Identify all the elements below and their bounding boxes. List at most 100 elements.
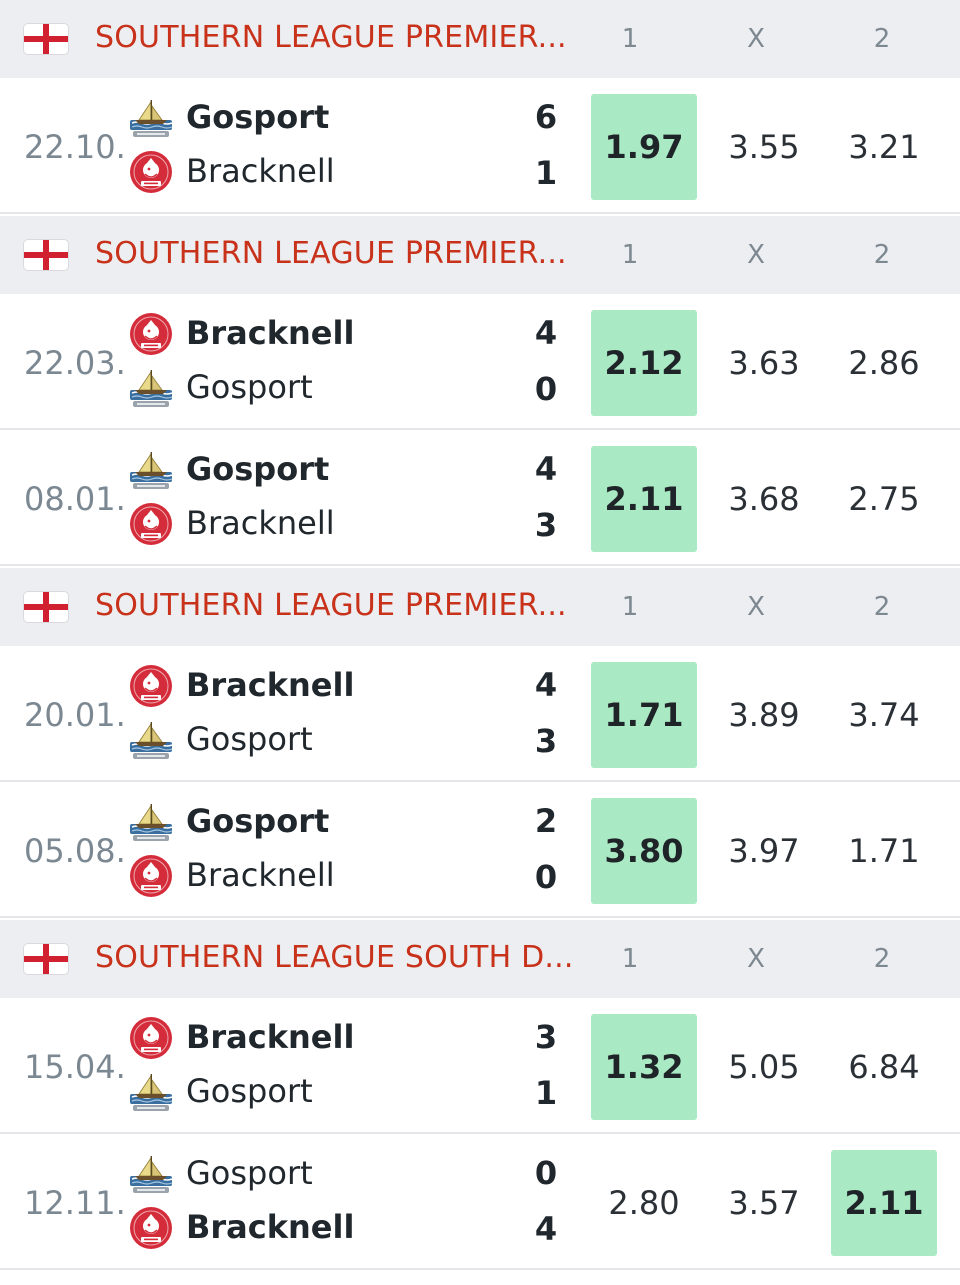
home-team-name: Bracknell xyxy=(186,1018,355,1056)
column-label-home: 1 xyxy=(621,944,639,974)
match-date: 08.01. xyxy=(24,480,126,518)
league-header[interactable]: SOUTHERN LEAGUE PREMIER... 1 X 2 xyxy=(0,0,960,78)
odd-home[interactable]: 2.12 xyxy=(591,310,697,416)
column-label-draw: X xyxy=(747,944,765,974)
odd-draw[interactable]: 5.05 xyxy=(728,1048,800,1086)
odd-home[interactable]: 2.80 xyxy=(608,1184,680,1222)
bracknell-logo-icon xyxy=(129,150,173,194)
away-score: 0 xyxy=(534,370,558,408)
odd-away[interactable]: 6.84 xyxy=(848,1048,920,1086)
home-score: 2 xyxy=(534,802,558,840)
match-date: 12.11. xyxy=(24,1184,126,1222)
away-team-name: Gosport xyxy=(186,1072,313,1110)
column-label-draw: X xyxy=(747,240,765,270)
column-label-draw: X xyxy=(747,24,765,54)
away-team-name: Bracknell xyxy=(186,1208,355,1246)
gosport-logo-icon xyxy=(129,718,173,762)
gosport-logo-icon xyxy=(129,1070,173,1114)
away-score: 3 xyxy=(534,722,558,760)
league-header[interactable]: SOUTHERN LEAGUE PREMIER... 1 X 2 xyxy=(0,216,960,294)
odd-draw[interactable]: 3.89 xyxy=(728,696,800,734)
match-date: 22.03. xyxy=(24,344,126,382)
odd-home[interactable]: 2.11 xyxy=(591,446,697,552)
home-team-name: Bracknell xyxy=(186,314,355,352)
away-score: 1 xyxy=(534,1074,558,1112)
match-row[interactable]: 12.11. Gosport Bracknell 0 4 2.80 3.57 2.11 xyxy=(0,1136,960,1270)
bracknell-logo-icon xyxy=(129,1016,173,1060)
away-team-name: Bracknell xyxy=(186,856,335,894)
league-name[interactable]: SOUTHERN LEAGUE PREMIER... xyxy=(95,588,567,623)
home-team-name: Bracknell xyxy=(186,666,355,704)
bracknell-logo-icon xyxy=(129,312,173,356)
home-team-name: Gosport xyxy=(186,98,330,136)
away-score: 0 xyxy=(534,858,558,896)
odd-draw[interactable]: 3.55 xyxy=(728,128,800,166)
match-date: 05.08. xyxy=(24,832,126,870)
away-score: 3 xyxy=(534,506,558,544)
gosport-logo-icon xyxy=(129,366,173,410)
away-score: 4 xyxy=(534,1210,558,1248)
match-date: 22.10. xyxy=(24,128,126,166)
away-score: 1 xyxy=(534,154,558,192)
odd-draw[interactable]: 3.57 xyxy=(728,1184,800,1222)
odd-away[interactable]: 2.11 xyxy=(831,1150,937,1256)
odd-draw[interactable]: 3.97 xyxy=(728,832,800,870)
odd-away[interactable]: 2.75 xyxy=(848,480,920,518)
away-team-name: Bracknell xyxy=(186,152,335,190)
bracknell-logo-icon xyxy=(129,1206,173,1250)
odd-home[interactable]: 3.80 xyxy=(591,798,697,904)
away-team-name: Bracknell xyxy=(186,504,335,542)
league-header[interactable]: SOUTHERN LEAGUE PREMIER... 1 X 2 xyxy=(0,568,960,646)
league-name[interactable]: SOUTHERN LEAGUE PREMIER... xyxy=(95,236,567,271)
column-label-home: 1 xyxy=(621,24,639,54)
odd-away[interactable]: 3.21 xyxy=(848,128,920,166)
column-label-away: 2 xyxy=(873,592,891,622)
odd-away[interactable]: 3.74 xyxy=(848,696,920,734)
odd-away[interactable]: 1.71 xyxy=(848,832,920,870)
match-row[interactable]: 05.08. Gosport Bracknell 2 0 3.80 3.97 1.71 xyxy=(0,784,960,918)
match-date: 15.04. xyxy=(24,1048,126,1086)
match-row[interactable]: 22.10. Gosport Bracknell 6 1 1.97 3.55 3.21 xyxy=(0,80,960,214)
column-label-away: 2 xyxy=(873,240,891,270)
odd-home[interactable]: 1.32 xyxy=(591,1014,697,1120)
home-score: 0 xyxy=(534,1154,558,1192)
match-row[interactable]: 22.03. Bracknell Gosport 4 0 2.12 3.63 2.86 xyxy=(0,296,960,430)
column-label-draw: X xyxy=(747,592,765,622)
league-name[interactable]: SOUTHERN LEAGUE SOUTH D... xyxy=(95,940,574,975)
home-team-name: Gosport xyxy=(186,802,330,840)
odd-draw[interactable]: 3.63 xyxy=(728,344,800,382)
league-name[interactable]: SOUTHERN LEAGUE PREMIER... xyxy=(95,20,567,55)
home-team-name: Gosport xyxy=(186,450,330,488)
bracknell-logo-icon xyxy=(129,854,173,898)
odd-home[interactable]: 1.97 xyxy=(591,94,697,200)
home-score: 4 xyxy=(534,666,558,704)
home-team-name: Gosport xyxy=(186,1154,313,1192)
column-label-away: 2 xyxy=(873,944,891,974)
home-score: 6 xyxy=(534,98,558,136)
england-flag-icon xyxy=(24,240,68,270)
england-flag-icon xyxy=(24,592,68,622)
home-score: 4 xyxy=(534,450,558,488)
bracknell-logo-icon xyxy=(129,664,173,708)
column-label-home: 1 xyxy=(621,592,639,622)
away-team-name: Gosport xyxy=(186,368,313,406)
match-row[interactable]: 20.01. Bracknell Gosport 4 3 1.71 3.89 3.74 xyxy=(0,648,960,782)
england-flag-icon xyxy=(24,944,68,974)
gosport-logo-icon xyxy=(129,1152,173,1196)
match-row[interactable]: 08.01. Gosport Bracknell 4 3 2.11 3.68 2.75 xyxy=(0,432,960,566)
gosport-logo-icon xyxy=(129,448,173,492)
league-header[interactable]: SOUTHERN LEAGUE SOUTH D... 1 X 2 xyxy=(0,920,960,998)
column-label-away: 2 xyxy=(873,24,891,54)
odd-draw[interactable]: 3.68 xyxy=(728,480,800,518)
bracknell-logo-icon xyxy=(129,502,173,546)
gosport-logo-icon xyxy=(129,800,173,844)
odd-away[interactable]: 2.86 xyxy=(848,344,920,382)
odd-home[interactable]: 1.71 xyxy=(591,662,697,768)
england-flag-icon xyxy=(24,24,68,54)
home-score: 3 xyxy=(534,1018,558,1056)
away-team-name: Gosport xyxy=(186,720,313,758)
match-date: 20.01. xyxy=(24,696,126,734)
column-label-home: 1 xyxy=(621,240,639,270)
match-row[interactable]: 15.04. Bracknell Gosport 3 1 1.32 5.05 6.84 xyxy=(0,1000,960,1134)
home-score: 4 xyxy=(534,314,558,352)
